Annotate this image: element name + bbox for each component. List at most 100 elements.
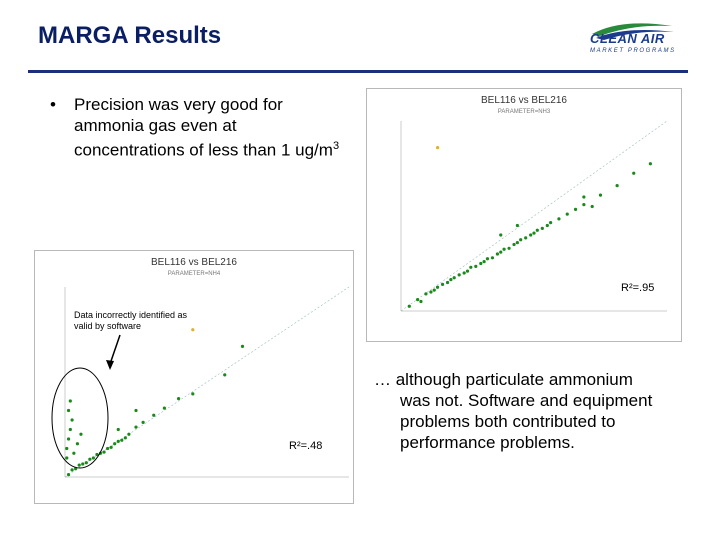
data-point [68,399,72,403]
reference-line [64,286,350,478]
data-point [162,406,166,410]
data-point [452,276,456,280]
data-point [123,436,127,440]
data-point [490,256,495,260]
data-point [152,413,156,417]
data-point [416,298,420,302]
data-point [512,242,516,247]
clean-air-logo-icon [592,23,674,40]
data-point [532,231,536,235]
data-point [106,446,110,451]
data-point [102,450,106,454]
chart-nh4: BEL116 vs BEL216 PARAMETER=NH4 R²=.48 [34,250,354,504]
data-point [479,261,483,266]
data-point [177,397,181,401]
data-point [457,273,461,277]
data-point [95,452,99,457]
data-point [116,439,120,443]
data-point [474,264,478,268]
data-point [65,456,69,460]
data-point [535,228,539,232]
reference-line [400,120,668,312]
annotation-arrow-icon [106,334,121,370]
data-point [432,288,436,292]
r-squared-label: R²=.95 [621,282,654,294]
bullet-text-main: Precision was very good for ammonia gas … [74,95,333,160]
data-point [88,457,92,461]
data-point [191,392,195,396]
bullet-text: Precision was very good for ammonia gas … [74,94,350,161]
data-point [79,432,83,436]
data-point [519,238,523,242]
data-point [70,468,74,472]
data-point [615,184,619,188]
chart-title: BEL116 vs BEL216 [481,95,567,106]
chart-title: BEL116 vs BEL216 [151,257,237,268]
chart-nh4-svg: BEL116 vs BEL216 PARAMETER=NH4 R²=.48 [64,257,350,478]
data-point [223,373,227,377]
data-point [445,280,450,285]
data-point [68,427,72,432]
chart-subtitle: PARAMETER=NH3 [498,109,551,115]
data-point [499,250,503,254]
data-point [84,461,88,465]
data-point [66,437,71,441]
data-point [116,427,120,432]
bullet-point: • Precision was very good for ammonia ga… [50,94,350,161]
data-point [540,226,544,230]
chart-nh3-svg: BEL116 vs BEL216 PARAMETER=NH3 R²=.95 [400,95,668,312]
data-point [502,247,506,251]
data-point [573,207,578,211]
data-point [65,446,69,451]
data-point [113,442,117,446]
data-point [515,241,519,245]
data-point [75,442,80,446]
data-point [81,462,85,466]
data-point [565,212,569,216]
data-point [141,420,145,424]
data-point [632,171,636,175]
data-point [134,408,138,413]
data-point [77,463,81,467]
data-point [545,223,549,228]
data-point [557,217,561,221]
data-point [435,285,440,289]
data-point [240,344,245,348]
data-point [549,221,553,225]
data-point [120,438,124,442]
data-point [66,473,71,477]
data-point [482,260,486,264]
data-point [465,269,470,273]
chart-subtitle: PARAMETER=NH4 [168,271,221,277]
data-point [495,252,500,256]
data-point [109,445,113,449]
data-point [462,271,466,275]
data-point [582,195,586,199]
data-point [590,204,594,209]
data-point [598,193,603,197]
data-point [507,246,511,250]
data-point [524,236,528,240]
data-point [449,278,453,282]
data-point [515,223,519,228]
annotation-text: Data incorrectly identified as valid by … [74,310,188,331]
logo-text: CLEAN AIR [590,31,665,46]
data-point [499,233,503,237]
data-point [134,425,138,429]
data-point [469,265,473,269]
data-point [582,203,586,207]
data-point [72,451,76,455]
bottom-text: … although particulate ammonium was not.… [374,369,694,453]
data-point [424,292,428,296]
logo-subtitle: MARKET PROGRAMS [590,48,676,54]
data-point [435,146,440,150]
data-point [485,257,490,261]
bullet-superscript: 3 [332,140,340,152]
data-point [91,456,95,460]
bullet-icon: • [50,95,56,114]
data-point [529,233,533,237]
bottom-text-rest: was not. Software and equipment problems… [400,391,653,452]
data-point [648,162,652,166]
annotation-ellipse [51,367,109,469]
data-point [191,328,195,332]
